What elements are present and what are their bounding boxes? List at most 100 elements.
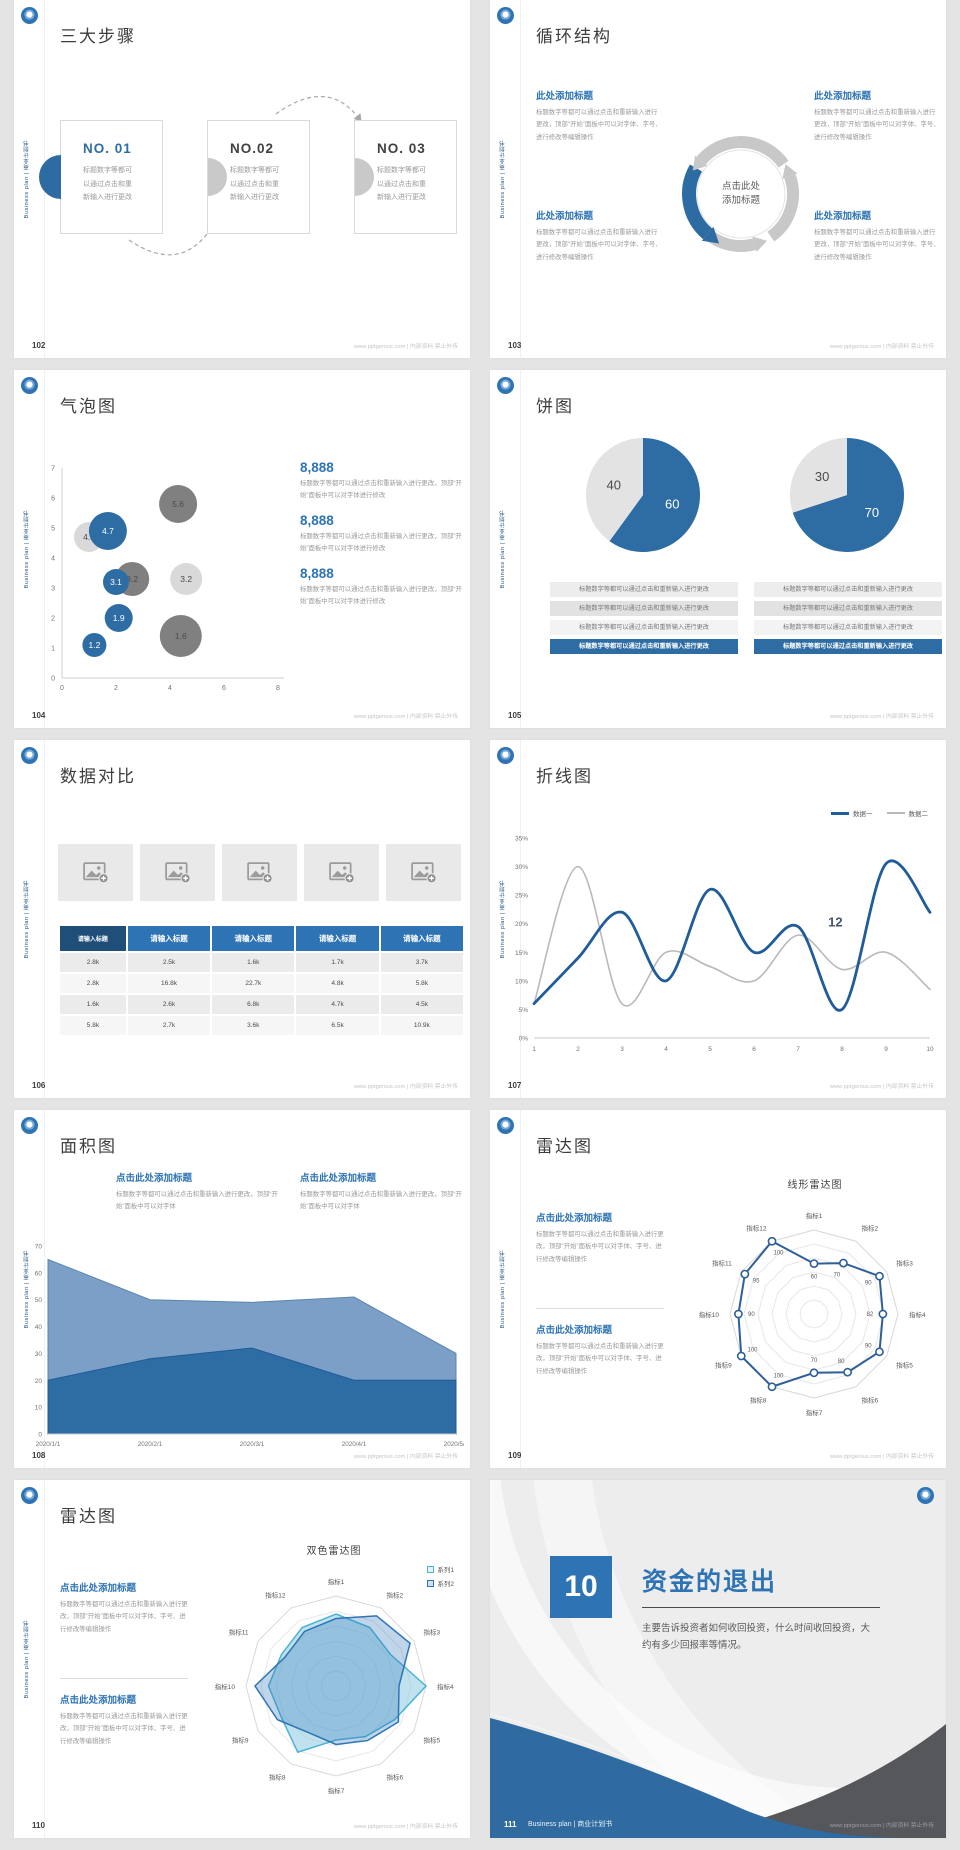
block-body: 标题数字等都可以通过点击和重新输入进行更改，顶部“开始”面板中可以对字体、字号、… <box>536 109 662 141</box>
slide-sidebar: Business plan | 商业计划书 <box>14 740 45 1098</box>
brand-logo-icon <box>21 747 38 764</box>
legend-item: 系列1 <box>427 1564 454 1574</box>
slide-104[interactable]: Business plan | 商业计划书 气泡图 0 1 2 3 4 5 6 7 0 2 4 6 8 4… <box>14 370 470 728</box>
list-item: 标题数字等都可以通过点击和重新输入进行更改 <box>550 601 738 616</box>
section-body: 主要告诉投资者如何收回投资，什么时间收回投资，大约有多少回报率等情况。 <box>642 1623 871 1652</box>
svg-text:2020/3/1: 2020/3/1 <box>240 1441 265 1448</box>
svg-text:指标12: 指标12 <box>265 1591 286 1600</box>
svg-text:2020/4/1: 2020/4/1 <box>342 1441 367 1448</box>
svg-text:5: 5 <box>51 526 55 533</box>
svg-text:0%: 0% <box>519 1036 529 1043</box>
svg-text:70: 70 <box>35 1244 43 1251</box>
radar-chart: 指标1 指标2 指标3 指标4 指标5 指标6 指标7 指标8 指标9 指标10 指标11 指标12 <box>202 1560 470 1818</box>
table-header: 请输入标题 <box>380 926 463 951</box>
sidebar-brand-text: Business plan | 商业计划书 <box>500 509 506 589</box>
list-item: 标题数字等都可以通过点击和重新输入进行更改 <box>550 582 738 597</box>
svg-text:指标7: 指标7 <box>328 1786 345 1795</box>
text-block: 点击此处添加标题 标题数字等都可以通过点击和重新输入进行更改，顶部“开始”面板中… <box>536 1322 664 1378</box>
slide-108[interactable]: Business plan | 商业计划书 面积图 点击此处添加标题 标题数字等… <box>14 1110 470 1468</box>
image-plus-icon <box>410 861 437 884</box>
svg-text:指标7: 指标7 <box>806 1408 823 1417</box>
legend-item: 数据二 <box>886 808 928 818</box>
text-block: 此处添加标题 标题数字等都可以通过点击和重新输入进行更改，顶部“开始”面板中可以… <box>814 88 940 144</box>
svg-text:60: 60 <box>665 497 679 512</box>
svg-text:40: 40 <box>35 1324 43 1331</box>
slide-102[interactable]: Business plan | 商业计划书 三大步骤 NO. 01 标题数字等都… <box>14 0 470 358</box>
svg-text:60: 60 <box>35 1270 43 1277</box>
svg-text:3.2: 3.2 <box>126 574 138 584</box>
svg-text:4: 4 <box>168 685 172 692</box>
slide-111[interactable]: 10 资金的退出 主要告诉投资者如何收回投资，什么时间收回投资，大约有多少回报率… <box>490 1480 946 1838</box>
series1-swatch-icon <box>831 811 849 815</box>
block-heading: 点击此处添加标题 <box>60 1583 137 1594</box>
arrowhead-icon <box>353 113 362 122</box>
wave-highlight <box>490 1713 746 1807</box>
brand-logo-icon <box>497 747 514 764</box>
page-number: 108 <box>32 1451 46 1460</box>
pie-chart-left: 60 40 <box>582 434 704 556</box>
list-item-highlight: 标题数字等都可以通过点击和重新输入进行更改 <box>550 639 738 654</box>
step-card: NO. 03 标题数字等都可以通过点击和重新输入进行更改 <box>354 120 457 234</box>
legend-item: 数据一 <box>831 808 873 818</box>
bubble-chart: 0 1 2 3 4 5 6 7 0 2 4 6 8 4.5 3.2 5.6 3.2 1.6 4.7 3.1 1.9 1.2 <box>40 458 290 698</box>
image-placeholder <box>222 844 297 901</box>
table-cell: 2.6k <box>127 995 211 1014</box>
table-cell: 6.8k <box>212 995 295 1014</box>
slide-103[interactable]: Business plan | 商业计划书 循环结构 此处添加标题 标题数字等都… <box>490 0 946 358</box>
block-body: 标题数字等都可以通过点击和重新输入进行更改，顶部“开始”面板中可以对字体 <box>116 1191 278 1211</box>
semicircle-icon <box>355 158 374 196</box>
slide-title: 面积图 <box>60 1137 117 1156</box>
page-number: 111 <box>504 1820 517 1829</box>
flow-arrow-2 <box>275 95 358 117</box>
slide-106[interactable]: Business plan | 商业计划书 数据对比 请输入标题 请输入标题 请输入… <box>14 740 470 1098</box>
text-block: 此处添加标题 标题数字等都可以通过点击和重新输入进行更改，顶部“开始”面板中可以… <box>536 88 662 144</box>
legend-label: 数据一 <box>853 811 873 818</box>
table-cell: 16.8k <box>127 974 211 993</box>
brand-logo-icon <box>21 1117 38 1134</box>
svg-text:20: 20 <box>35 1378 43 1385</box>
footer-site: www.pptgenius.com | 内部资料 禁止外传 <box>829 344 934 350</box>
slide-105[interactable]: Business plan | 商业计划书 饼图 60 40 70 30 标题数字等… <box>490 370 946 728</box>
block-body: 标题数字等都可以通过点击和重新输入进行更改，顶部“开始”面板中可以对字体、字号、… <box>60 1601 188 1633</box>
divider <box>536 1308 664 1309</box>
image-placeholder <box>140 844 215 901</box>
block-heading: 此处添加标题 <box>814 211 872 222</box>
footer-site: www.pptgenius.com | 内部资料 禁止外传 <box>829 1454 934 1460</box>
svg-text:1: 1 <box>51 646 55 653</box>
section-number: 10 <box>550 1556 612 1618</box>
sidebar-brand-text: Business plan | 商业计划书 <box>500 1249 506 1329</box>
svg-text:指标5: 指标5 <box>896 1361 913 1370</box>
callout: 8,888 标题数字等都可以通过点击和重新输入进行更改，顶部“开始”面板中可以对… <box>300 513 462 556</box>
svg-text:7: 7 <box>51 466 55 473</box>
footer-site: www.pptgenius.com | 内部资料 禁止外传 <box>829 714 934 720</box>
block-heading: 此处添加标题 <box>536 91 594 102</box>
slide-107[interactable]: Business plan | 商业计划书 折线图 数据一 数据二 0% 5% 10… <box>490 740 946 1098</box>
slide-110[interactable]: Business plan | 商业计划书 雷达图 点击此处添加标题 标题数字等… <box>14 1480 470 1838</box>
slide-sidebar: Business plan | 商业计划书 <box>490 740 521 1098</box>
image-plus-icon <box>246 861 273 884</box>
svg-text:90: 90 <box>748 1312 755 1318</box>
svg-text:70: 70 <box>865 505 879 520</box>
svg-text:3.1: 3.1 <box>110 577 122 587</box>
svg-text:指标6: 指标6 <box>387 1772 404 1781</box>
svg-text:9: 9 <box>884 1046 888 1053</box>
list-item-highlight: 标题数字等都可以通过点击和重新输入进行更改 <box>754 639 942 654</box>
loop-arc-accent <box>682 164 713 240</box>
svg-text:2: 2 <box>114 685 118 692</box>
svg-text:95: 95 <box>753 1279 760 1285</box>
slide-109[interactable]: Business plan | 商业计划书 雷达图 点击此处添加标题 标题数字等… <box>490 1110 946 1468</box>
title-rule <box>642 1607 880 1608</box>
block-heading: 点击此处添加标题 <box>536 1213 613 1224</box>
series1-swatch-icon <box>427 1565 435 1573</box>
svg-text:指标4: 指标4 <box>437 1682 454 1691</box>
text-block: 点击此处添加标题 标题数字等都可以通过点击和重新输入进行更改，顶部“开始”面板中… <box>116 1170 278 1214</box>
table-header: 请输入标题 <box>60 926 126 951</box>
svg-text:指标4: 指标4 <box>909 1310 926 1319</box>
table-cell: 1.7k <box>296 953 379 972</box>
svg-text:指标11: 指标11 <box>229 1628 249 1637</box>
page-number: 107 <box>508 1081 522 1090</box>
table-row: 2.8k 2.5k 1.6k 1.7k 3.7k <box>60 953 463 972</box>
arrowhead-icon <box>692 155 708 171</box>
table-cell: 1.6k <box>60 995 126 1014</box>
svg-text:指标10: 指标10 <box>699 1310 720 1319</box>
